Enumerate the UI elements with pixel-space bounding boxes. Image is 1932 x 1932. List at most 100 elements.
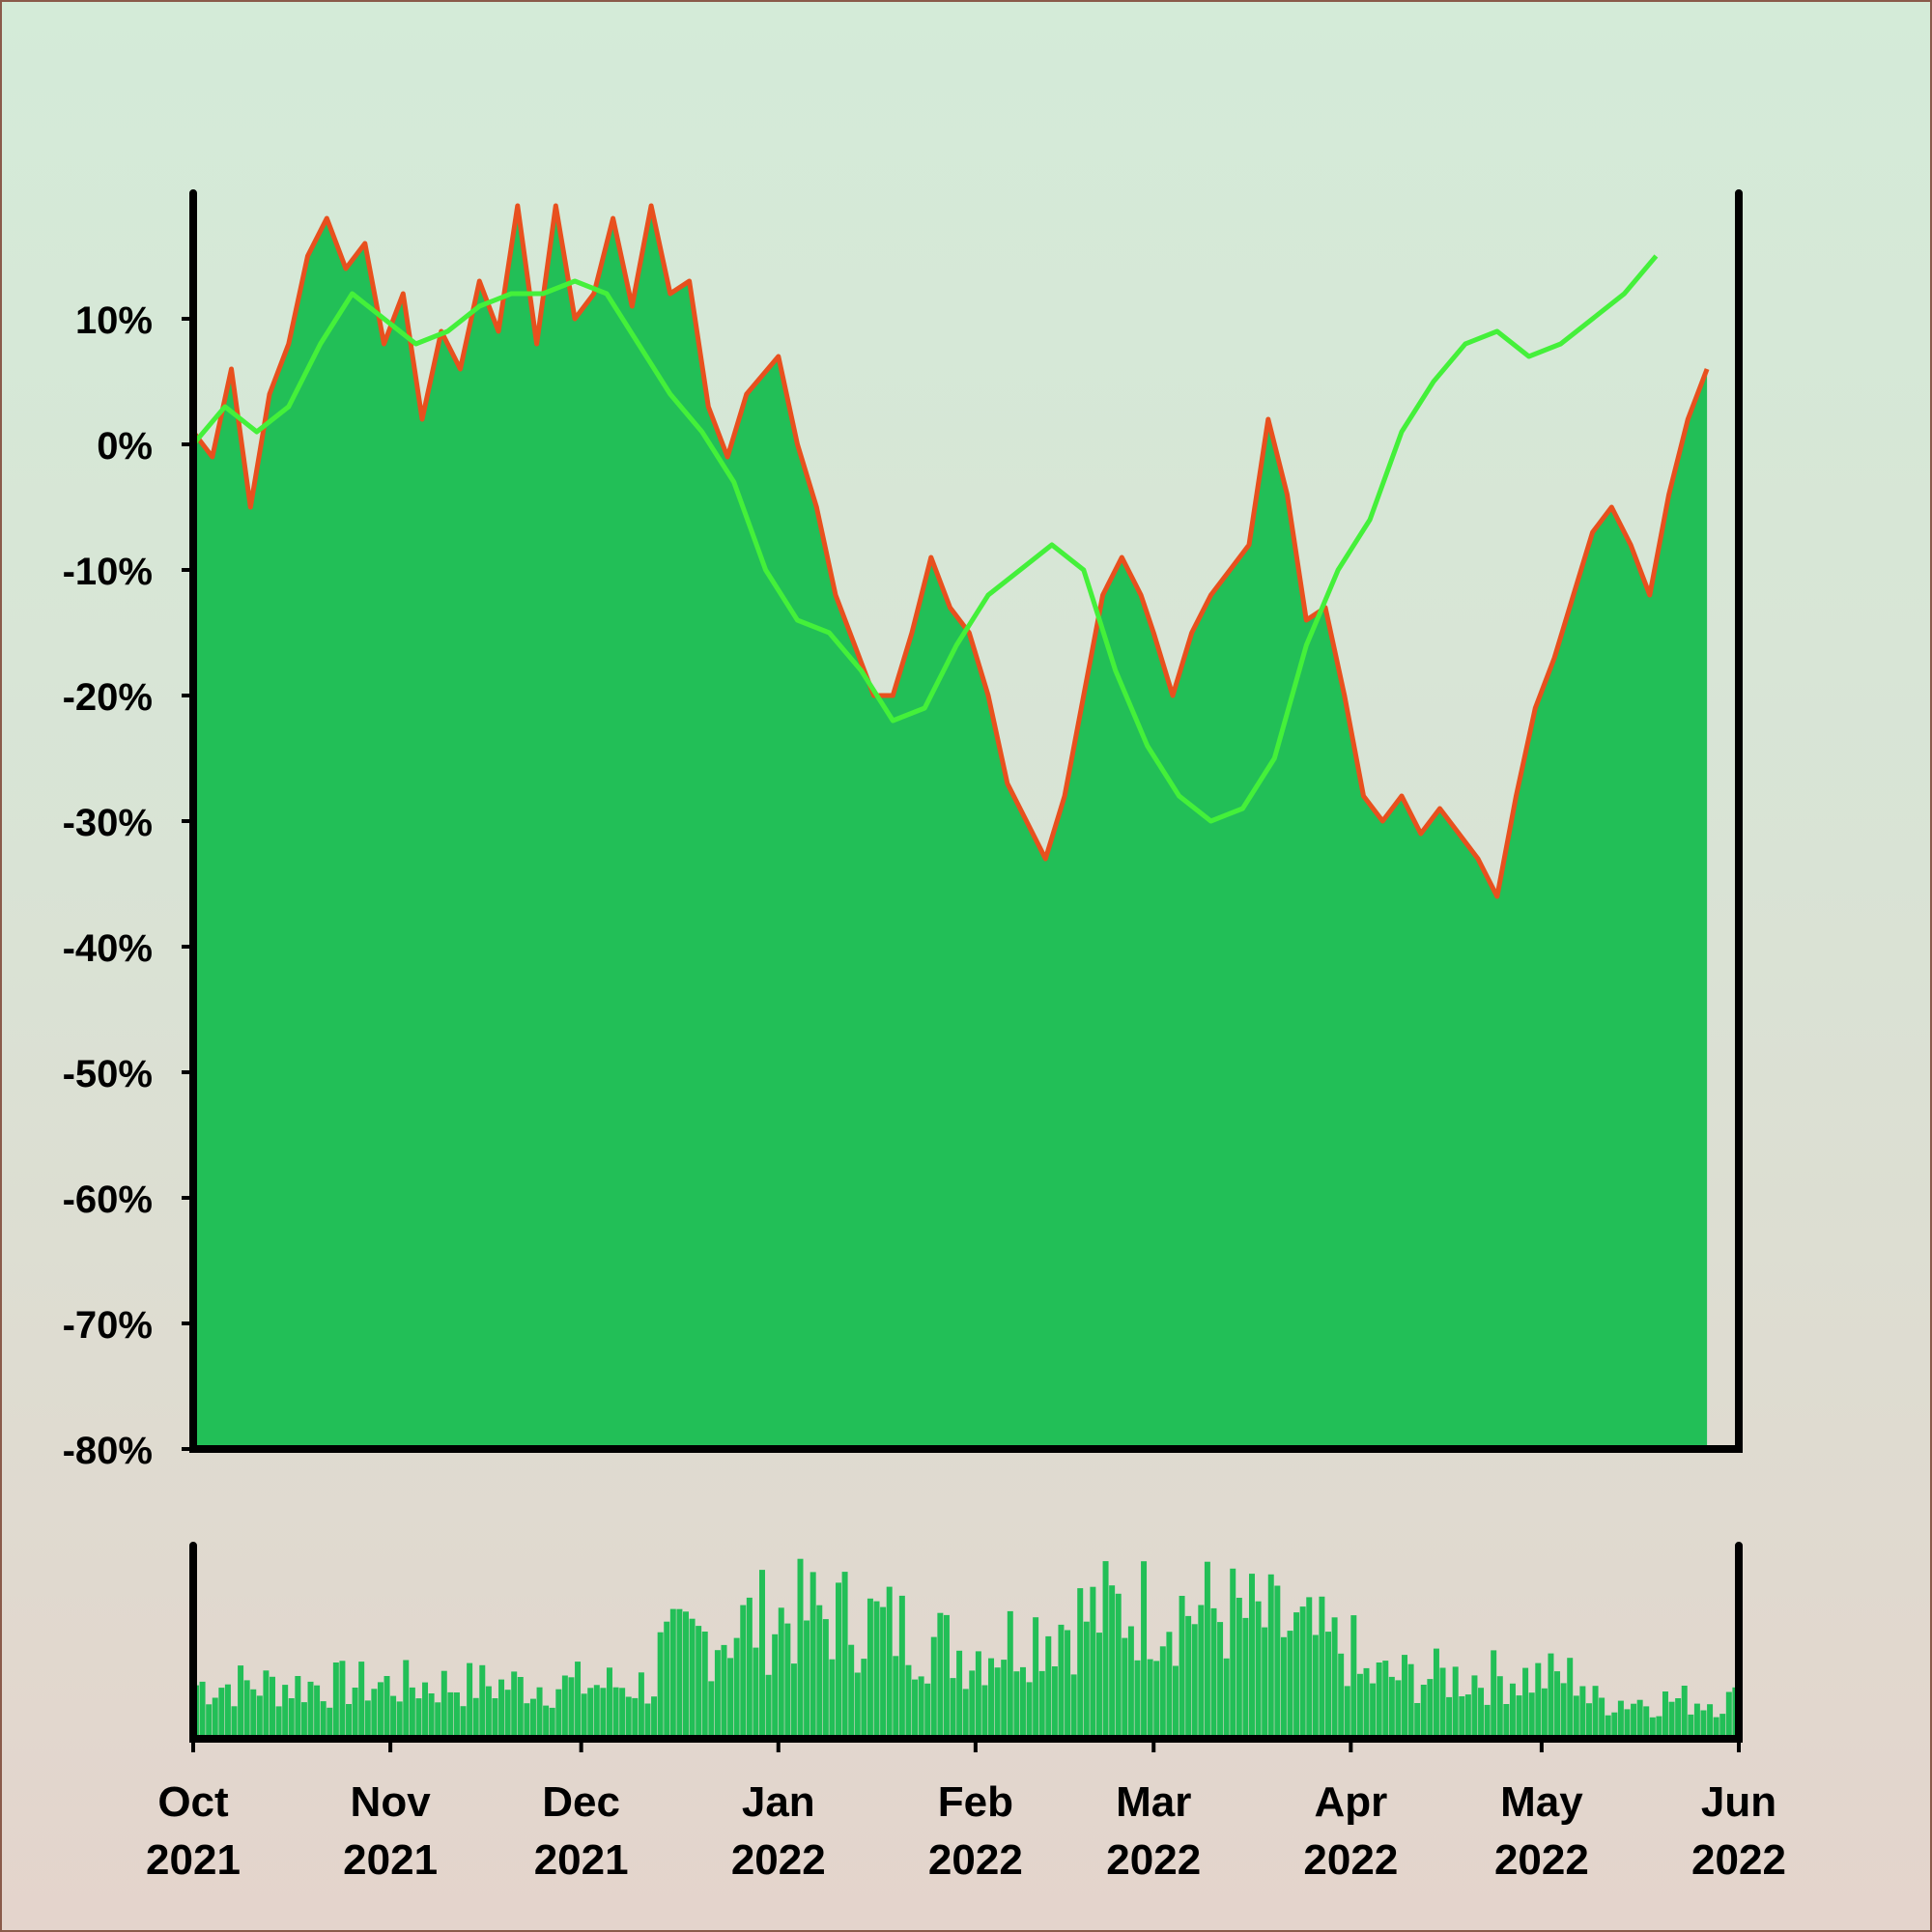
volume-bar (1719, 1714, 1726, 1739)
volume-bar (1370, 1683, 1377, 1739)
volume-bar (1267, 1574, 1274, 1739)
volume-bar (669, 1608, 676, 1739)
volume-bar (1210, 1607, 1217, 1739)
volume-bar (759, 1570, 765, 1739)
volume-bar (206, 1704, 213, 1739)
volume-bar (1675, 1698, 1682, 1739)
volume-bar (1051, 1666, 1058, 1739)
volume-bar (873, 1601, 880, 1739)
volume-bar (543, 1705, 550, 1739)
volume-bar (282, 1685, 289, 1739)
x-tick-month-label: Feb (938, 1778, 1013, 1826)
volume-bar (1179, 1596, 1185, 1739)
volume-bar (943, 1614, 950, 1739)
x-tick-month-label: May (1500, 1778, 1583, 1826)
y-tick-label: 0% (97, 425, 153, 468)
volume-bar (1656, 1716, 1662, 1739)
volume-bar (1478, 1688, 1485, 1739)
volume-bar (1681, 1686, 1688, 1739)
volume-bar (1204, 1561, 1210, 1739)
volume-bar (753, 1647, 759, 1739)
volume-bar (1452, 1666, 1459, 1739)
volume-bar (1388, 1676, 1395, 1739)
volume-bar (1649, 1717, 1656, 1739)
volume-bar (733, 1637, 740, 1739)
volume-bar (1522, 1667, 1529, 1739)
volume-bar (1491, 1650, 1497, 1739)
volume-bar (422, 1682, 429, 1739)
volume-bar (912, 1679, 919, 1739)
volume-bar (415, 1698, 422, 1739)
volume-bar (880, 1606, 887, 1739)
volume-bar (1528, 1692, 1535, 1739)
volume-bar (1007, 1610, 1013, 1739)
volume-bar (701, 1632, 708, 1739)
volume-bar (1242, 1617, 1249, 1739)
volume-bar (822, 1619, 829, 1739)
x-tick-year-label: 2022 (1494, 1836, 1589, 1884)
volume-bar (816, 1605, 823, 1739)
volume-bar (1038, 1670, 1045, 1739)
volume-bar (1662, 1691, 1668, 1739)
volume-bar (231, 1706, 238, 1739)
y-tick-label: -10% (63, 551, 153, 593)
volume-bar (1102, 1561, 1109, 1739)
volume-bar (1166, 1632, 1173, 1739)
volume-bar (396, 1701, 403, 1739)
volume-bar (969, 1670, 976, 1739)
volume-bar (1344, 1686, 1350, 1739)
volume-bar (314, 1685, 321, 1739)
volume-bar (256, 1695, 263, 1739)
volume-bar (390, 1695, 397, 1739)
volume-bar (1554, 1671, 1561, 1739)
volume-bar (721, 1644, 727, 1739)
volume-bar (1541, 1688, 1548, 1739)
volume-bar (905, 1664, 912, 1739)
volume-bar (784, 1623, 791, 1739)
volume-bar (1230, 1568, 1236, 1739)
y-tick-label: -60% (63, 1179, 153, 1221)
volume-bar (270, 1676, 275, 1739)
volume-bar (1065, 1630, 1071, 1739)
volume-bar (810, 1572, 816, 1739)
volume-bar (1707, 1704, 1714, 1739)
volume-bar (1319, 1596, 1325, 1739)
volume-bar (1439, 1667, 1446, 1739)
volume-bar (1535, 1662, 1542, 1739)
volume-bar (568, 1677, 575, 1739)
volume-bar (606, 1667, 612, 1739)
volume-bar (384, 1676, 390, 1739)
volume-bar (377, 1682, 384, 1739)
volume-bar (841, 1572, 848, 1739)
volume-bar (1083, 1621, 1090, 1739)
volume-bar (1109, 1585, 1116, 1739)
volume-bar (930, 1636, 937, 1739)
moving-average-line (191, 254, 1659, 824)
volume-bar (790, 1663, 797, 1739)
volume-bar (657, 1632, 664, 1739)
volume-bar (1217, 1622, 1224, 1739)
volume-bar (1223, 1658, 1230, 1739)
volume-bar (1516, 1695, 1522, 1739)
volume-bar (409, 1687, 415, 1739)
volume-bar (1395, 1680, 1402, 1739)
volume-bar (988, 1658, 995, 1739)
volume-bar (492, 1698, 498, 1739)
volume-bar (1427, 1679, 1434, 1739)
volume-bar (1274, 1585, 1281, 1739)
volume-bar (403, 1660, 410, 1739)
volume-bar (1585, 1703, 1592, 1739)
volume-bar (1325, 1632, 1331, 1739)
volume-bar (593, 1685, 600, 1739)
volume-bar (1026, 1682, 1033, 1739)
volume-bar (587, 1688, 594, 1739)
x-tick-month-label: Apr (1314, 1778, 1387, 1826)
volume-bar (1496, 1676, 1503, 1739)
volume-bar (339, 1661, 346, 1739)
volume-bar (250, 1689, 257, 1739)
volume-bar (504, 1690, 511, 1739)
volume-bar (1484, 1704, 1491, 1739)
volume-bar (1058, 1624, 1065, 1739)
volume-bar (238, 1665, 244, 1739)
y-tick-label: 10% (75, 299, 153, 342)
